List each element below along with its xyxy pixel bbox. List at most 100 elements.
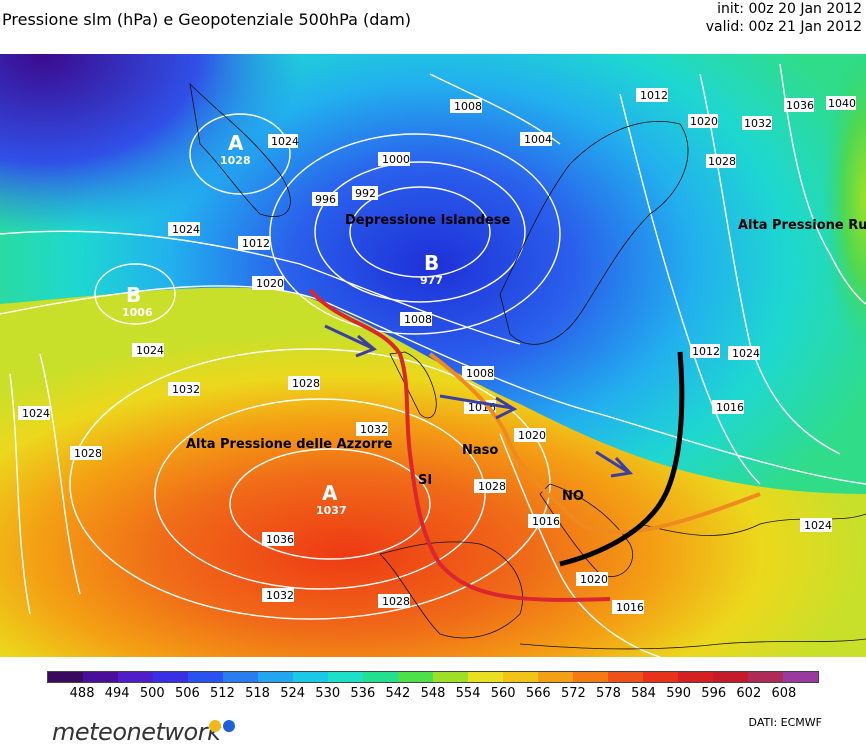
- isobar-label: 1024: [132, 343, 164, 357]
- isobar-label: 1032: [742, 116, 772, 130]
- center-letter: B: [424, 251, 439, 275]
- isobar-label-text: 1028: [74, 447, 102, 460]
- arrow-east-2: [439, 394, 518, 420]
- isobar-label-text: 1032: [266, 589, 294, 602]
- isobar-label: 1008: [462, 366, 494, 380]
- isobar-label: 1028: [378, 594, 410, 608]
- colorbar-label: 536: [350, 686, 376, 701]
- colorbar-swatch: [783, 672, 818, 682]
- label-naso: Naso: [462, 443, 498, 458]
- isobar-1016-east: [619, 93, 761, 485]
- isobar-label: 1012: [690, 344, 720, 358]
- isobar-1028-west: [39, 353, 81, 595]
- center-value: 1037: [316, 504, 347, 517]
- isobar-north-high: [189, 113, 291, 195]
- colorbar-label: 512: [210, 686, 235, 701]
- isobar-labels: 1024 1008 1004 1012 1000 996 992 1024 10…: [18, 88, 856, 614]
- center-letter: B: [126, 283, 141, 307]
- isobar-label: 1024: [168, 222, 200, 236]
- colorbar-label: 584: [631, 686, 656, 701]
- isobar-label: 1008: [450, 99, 482, 113]
- isobar-label: 1020: [252, 276, 284, 290]
- colorbar-swatch: [678, 672, 713, 682]
- arrows: [324, 324, 634, 478]
- center-value: 1028: [220, 154, 251, 167]
- isobar-label-text: 996: [315, 193, 336, 206]
- colorbar-label: 500: [139, 686, 165, 701]
- meteonetwork-logo: meteonetwork: [52, 718, 221, 746]
- isobar-label: 1004: [520, 132, 552, 146]
- isobar-label-text: 1020: [256, 277, 284, 290]
- isobar-high-mid: [154, 398, 486, 590]
- isobar-label: 1032: [356, 422, 388, 436]
- isobar-label-text: 1024: [732, 347, 760, 360]
- colorbar-swatch: [328, 672, 363, 682]
- isobar-label-text: 1008: [466, 367, 494, 380]
- isobar-label: 1032: [262, 588, 294, 602]
- isobar-label: 1024: [18, 406, 50, 420]
- isobar-label: 1036: [262, 532, 294, 546]
- colorbar-label: 608: [771, 686, 797, 701]
- scandinavia-coast: [499, 121, 689, 345]
- center-letter: A: [228, 131, 244, 155]
- isobar-label-text: 1032: [744, 117, 772, 130]
- isobar-label: 996: [312, 192, 338, 206]
- colorbar-label: 572: [560, 686, 586, 701]
- isobar-label: 1020: [576, 572, 608, 586]
- colorbar-swatch: [118, 672, 153, 682]
- map-svg: 1024 1008 1004 1012 1000 996 992 1024 10…: [0, 54, 866, 658]
- isobar-label: 1020: [514, 428, 546, 442]
- colorbar-swatch: [363, 672, 398, 682]
- arrow-east-1: [324, 324, 377, 358]
- label-si: SI: [418, 473, 432, 488]
- isobar-label: 1024: [800, 518, 832, 532]
- colorbar-label: 560: [490, 686, 516, 701]
- black-line: [559, 351, 685, 567]
- isobar-label-text: 1016: [616, 601, 644, 614]
- isobar-label-text: 1016: [716, 401, 744, 414]
- colorbar-label: 530: [315, 686, 341, 701]
- colorbar-swatch: [188, 672, 223, 682]
- center-value: 1006: [122, 306, 153, 319]
- colorbar-label: 590: [666, 686, 692, 701]
- logo-dots-icon: [209, 720, 235, 732]
- isobar-label-text: 1028: [478, 480, 506, 493]
- colorbar-label: 542: [385, 686, 411, 701]
- colorbar-swatch: [398, 672, 433, 682]
- init-time: init: 00z 20 Jan 2012: [717, 1, 862, 17]
- data-source: DATI: ECMWF: [748, 716, 822, 729]
- isobar-label: 1040: [826, 96, 856, 110]
- center-letter: A: [322, 481, 338, 505]
- isobar-label-text: 1032: [172, 383, 200, 396]
- colorbar-swatch: [643, 672, 678, 682]
- colorbar-label: 518: [245, 686, 270, 701]
- center-value: 977: [420, 274, 443, 287]
- iberia-coast: [379, 541, 523, 639]
- run-info: init: 00z 20 Jan 2012 valid: 00z 21 Jan …: [706, 0, 862, 36]
- isobar-label-text: 1008: [404, 313, 432, 326]
- colorbar-swatch: [748, 672, 783, 682]
- isobar-low-inner: [349, 186, 491, 278]
- colorbar-label: 566: [525, 686, 551, 701]
- label-russian-high: Alta Pressione Russa: [738, 218, 866, 233]
- isobar-label-text: 1024: [136, 344, 164, 357]
- colorbar-swatch: [433, 672, 468, 682]
- isobar-label: 1036: [784, 98, 814, 112]
- isobar-label: 1016: [712, 400, 744, 414]
- colorbar-label: 488: [69, 686, 95, 701]
- isobar-label-text: 1012: [242, 237, 270, 250]
- isobar-label: 1032: [168, 382, 200, 396]
- isobar-label: 1008: [400, 312, 432, 326]
- page-title: Pressione slm (hPa) e Geopotenziale 500h…: [2, 10, 412, 29]
- annotations: Depressione Islandese Alta Pressione Rus…: [186, 213, 866, 504]
- geopotential-colorbar: [47, 671, 819, 683]
- colorbar-label: 506: [174, 686, 200, 701]
- colorbar-label: 602: [736, 686, 762, 701]
- isobar-label-text: 1016: [532, 515, 560, 528]
- colorbar-swatch: [293, 672, 328, 682]
- colorbar-labels: 488 494 500 506 512 518 524 530 536 542 548 554 560 5…: [47, 686, 819, 702]
- isobars: [0, 63, 866, 658]
- label-no: NO: [562, 489, 584, 504]
- isobar-label-text: 992: [355, 187, 376, 200]
- colorbar-swatch: [153, 672, 188, 682]
